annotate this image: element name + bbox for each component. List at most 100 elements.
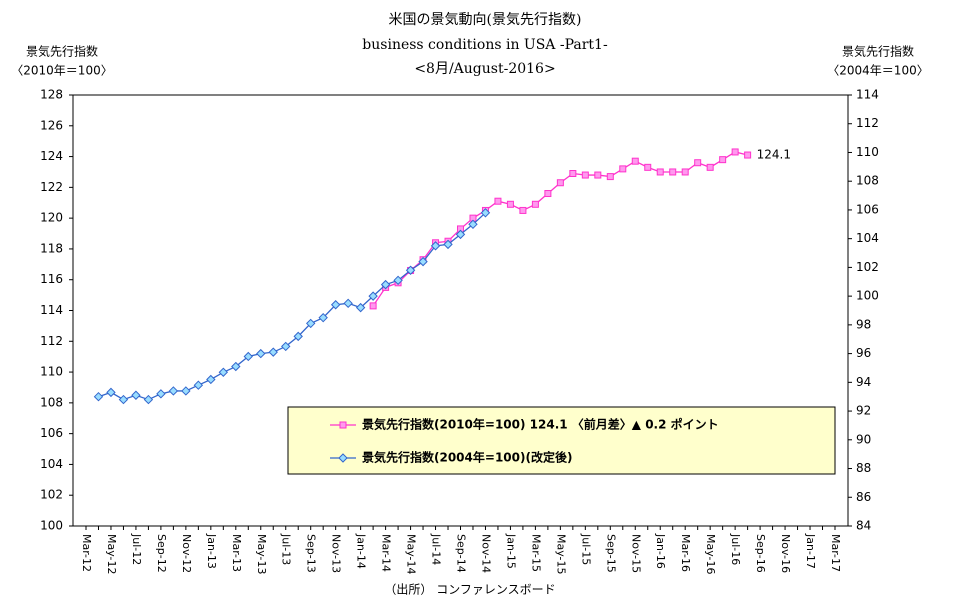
x-tick-label: Nov-12 [180,534,193,573]
y2-tick-label: 84 [856,519,871,533]
y2-tick-label: 106 [856,202,879,216]
x-tick-label: Jan-17 [804,533,817,569]
data-point [468,219,478,230]
data-point [106,387,116,398]
data-point [369,302,377,310]
data-point [380,279,391,290]
data-point [181,386,191,396]
data-point [143,394,154,405]
y-tick-label: 106 [40,426,63,440]
y-tick-label: 102 [40,488,63,502]
legend-label: 景気先行指数(2010年=100) 124.1 〈前月差〉▲ 0.2 ポイント [362,417,719,432]
data-point [694,159,702,167]
x-tick-label: Jan-13 [205,533,218,569]
data-point [619,165,627,173]
series-line [372,151,748,307]
data-point [305,318,316,329]
y-tick-label: 104 [40,457,63,471]
data-point [455,229,466,240]
y2-tick-label: 92 [856,404,871,418]
x-tick-label: Jan-16 [654,533,667,569]
x-tick-label: May-12 [105,534,118,575]
data-point [268,347,278,357]
data-point [281,341,291,352]
y2-tick-label: 108 [856,174,879,188]
data-point [719,156,727,164]
data-point [656,168,664,176]
data-point [644,163,652,171]
data-point [418,256,428,267]
y2-tick-label: 88 [856,461,871,475]
x-tick-label: May-14 [405,534,418,575]
y-axis-label: 〈2010年＝100〉 [11,64,112,78]
y2-axis-label: 景気先行指数 [842,44,914,59]
x-tick-label: Jan-15 [504,533,517,569]
data-point [243,351,253,362]
data-point [480,208,491,218]
data-point [594,171,602,179]
data-point [681,168,689,176]
y2-tick-label: 110 [856,145,879,159]
data-point [168,386,179,396]
x-tick-label: Sep-16 [754,534,767,573]
legend-marker [338,453,348,463]
chart-subtitle: <8月/August-2016> [414,61,555,77]
data-point [393,275,403,286]
data-point [156,389,166,399]
data-point [231,361,241,372]
y2-tick-label: 112 [856,116,879,130]
y-tick-label: 112 [40,334,63,348]
x-tick-label: Jul-14 [430,533,443,565]
data-point [118,394,129,405]
data-point [519,206,527,214]
data-point [343,298,353,309]
x-tick-label: May-15 [554,534,567,575]
legend-marker [339,421,347,429]
data-point [669,168,677,176]
data-point [206,374,216,385]
x-tick-label: Mar-16 [679,534,692,572]
data-point [531,200,539,208]
y2-tick-label: 90 [856,432,871,446]
y-tick-label: 120 [40,211,63,225]
x-tick-label: Sep-14 [455,534,468,573]
data-point [93,391,104,402]
x-tick-label: Nov-14 [479,534,492,573]
legend-label: 景気先行指数(2004年=100)(改定後) [362,450,572,465]
y-tick-label: 100 [40,519,63,533]
data-point [293,331,303,342]
x-tick-label: Jul-15 [579,533,592,565]
x-tick-label: Sep-12 [155,534,168,573]
x-tick-label: Mar-12 [80,534,93,572]
data-point [405,265,416,275]
data-point [494,197,502,205]
y2-tick-label: 96 [856,346,871,360]
x-tick-label: Jul-12 [130,533,143,565]
y-tick-label: 124 [40,149,63,163]
x-tick-label: Nov-13 [330,534,343,573]
x-tick-label: May-13 [255,534,268,575]
data-point [631,157,639,165]
data-point [731,148,739,156]
x-tick-label: Nov-15 [629,534,642,573]
x-tick-label: Mar-13 [230,534,243,572]
x-tick-label: Mar-17 [829,534,842,572]
y2-axis-label: 〈2004年＝100〉 [827,64,928,78]
x-tick-label: Sep-13 [305,534,318,573]
data-point [318,312,328,323]
x-tick-label: May-16 [704,534,717,575]
x-tick-label: Jul-16 [729,533,742,565]
x-tick-label: Sep-15 [604,534,617,573]
x-tick-label: Jan-14 [355,533,368,569]
data-point [556,179,564,187]
y-tick-label: 118 [40,241,63,255]
data-point [256,348,266,359]
y-tick-label: 128 [40,88,63,102]
chart-subtitle: business conditions in USA -Part1- [362,37,608,53]
data-point [706,163,714,171]
data-point [544,190,552,198]
y2-tick-label: 98 [856,317,871,331]
data-point [218,367,229,377]
y-tick-label: 126 [40,118,63,132]
